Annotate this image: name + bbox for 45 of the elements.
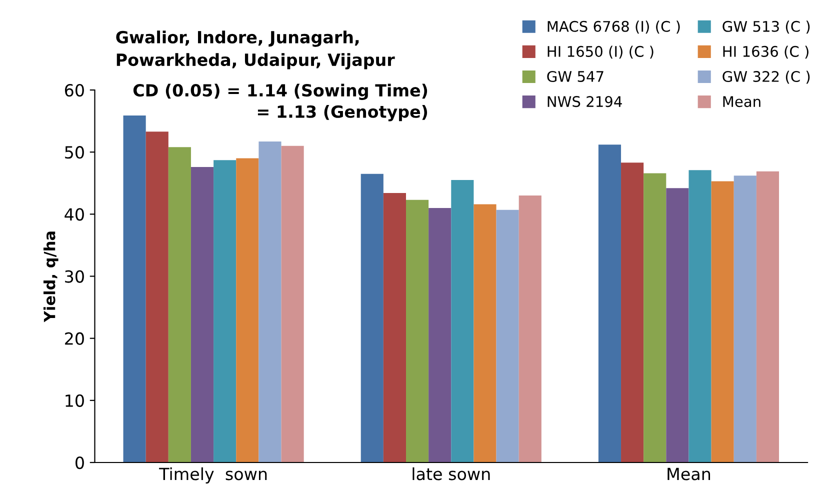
y-tick-label: 30 [65,270,84,283]
y-tick-label: 60 [64,84,84,97]
legend-label: GW 513 (C ) [722,20,810,34]
annotation: CD (0.05) = 1.14 (Sowing Time) = 1.13 (Genotype) [133,84,428,122]
legend-label: NWS 2194 [548,96,622,108]
bar [711,181,734,462]
bar [666,188,689,462]
y-tick-label: 50 [65,146,84,159]
chart-title: Gwalior, Indore, Junagarh, Powarkheda, Udaipur, Vijapur [116,30,395,70]
legend-label: GW 547 [547,70,604,82]
legend-label: GW 322 (C ) [722,70,810,84]
bar [281,146,304,462]
x-tick-label: Mean [668,468,710,480]
bar [360,174,384,462]
bar [621,162,644,462]
x-tick-label: Timely sown [159,467,267,484]
bar [598,144,622,462]
bar [190,166,214,462]
legend-label: HI 1650 (I) (C ) [548,46,654,59]
bar [236,158,259,462]
bar [451,180,474,462]
y-tick-label: 10 [66,394,84,407]
legend-label: MACS 6768 (I) (C ) [548,20,680,34]
legend-label: HI 1636 (C ) [723,46,808,59]
bar [146,132,168,462]
bar [688,170,712,462]
bar [214,160,236,462]
bar [756,171,780,462]
bar [474,204,496,462]
y-tick-label: 0 [76,456,84,470]
bar [383,193,406,462]
bar [428,208,452,462]
bar [168,147,191,462]
bar [518,196,542,462]
bar [258,142,282,462]
bar [123,115,146,462]
y-tick-label: 40 [64,208,84,221]
y-axis-title: Yield, q/ha [43,232,58,322]
x-tick-label: late sown [412,467,490,480]
bar [734,176,756,462]
bar [644,173,666,462]
y-tick-label: 20 [65,332,84,345]
bar [406,200,429,462]
legend-label: Mean [723,96,760,108]
bar [496,210,519,462]
